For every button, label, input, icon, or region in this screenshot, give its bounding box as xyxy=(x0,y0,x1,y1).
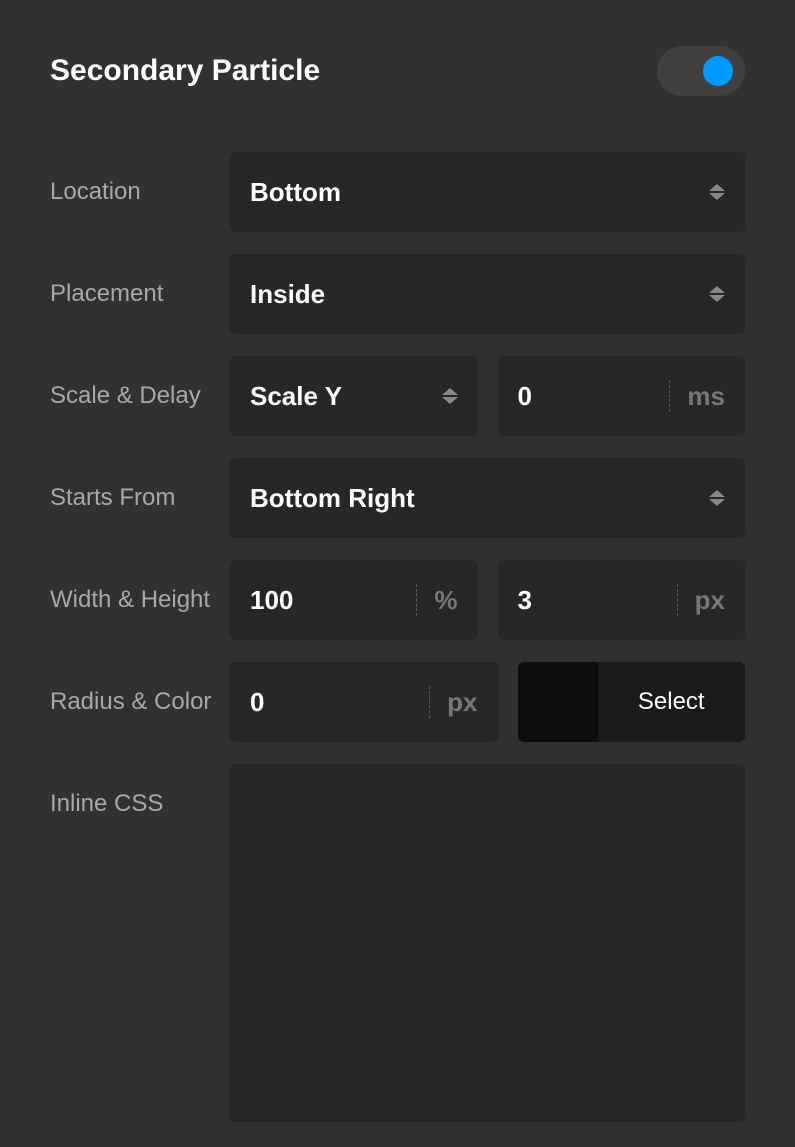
starts-from-label: Starts From xyxy=(50,458,230,514)
section-title: Secondary Particle xyxy=(50,54,320,88)
scale-select[interactable]: Scale Y xyxy=(230,356,478,436)
placement-label: Placement xyxy=(50,254,230,310)
delay-input[interactable]: 0 ms xyxy=(498,356,746,436)
color-swatch xyxy=(518,662,598,742)
width-value: 100 xyxy=(250,585,416,616)
width-input[interactable]: 100 % xyxy=(230,560,478,640)
height-input[interactable]: 3 px xyxy=(498,560,746,640)
color-select[interactable]: Select xyxy=(518,662,746,742)
secondary-particle-toggle[interactable] xyxy=(657,46,745,96)
width-height-label: Width & Height xyxy=(50,560,230,616)
scale-value: Scale Y xyxy=(250,381,342,412)
chevron-updown-icon xyxy=(709,286,725,302)
radius-unit: px xyxy=(429,687,477,718)
height-unit: px xyxy=(677,585,725,616)
color-select-label: Select xyxy=(598,662,746,742)
radius-input[interactable]: 0 px xyxy=(230,662,498,742)
height-value: 3 xyxy=(518,585,677,616)
radius-value: 0 xyxy=(250,687,429,718)
toggle-knob xyxy=(703,56,733,86)
location-value: Bottom xyxy=(250,177,341,208)
width-unit: % xyxy=(416,585,457,616)
scale-delay-label: Scale & Delay xyxy=(50,356,230,412)
chevron-updown-icon xyxy=(709,490,725,506)
delay-value: 0 xyxy=(518,381,670,412)
inline-css-textarea[interactable] xyxy=(230,764,745,1122)
radius-color-label: Radius & Color xyxy=(50,662,230,718)
placement-value: Inside xyxy=(250,279,325,310)
chevron-updown-icon xyxy=(442,388,458,404)
placement-select[interactable]: Inside xyxy=(230,254,745,334)
location-label: Location xyxy=(50,152,230,208)
location-select[interactable]: Bottom xyxy=(230,152,745,232)
inline-css-label: Inline CSS xyxy=(50,764,230,820)
starts-from-select[interactable]: Bottom Right xyxy=(230,458,745,538)
starts-from-value: Bottom Right xyxy=(250,483,415,514)
chevron-updown-icon xyxy=(709,184,725,200)
delay-unit: ms xyxy=(669,381,725,412)
